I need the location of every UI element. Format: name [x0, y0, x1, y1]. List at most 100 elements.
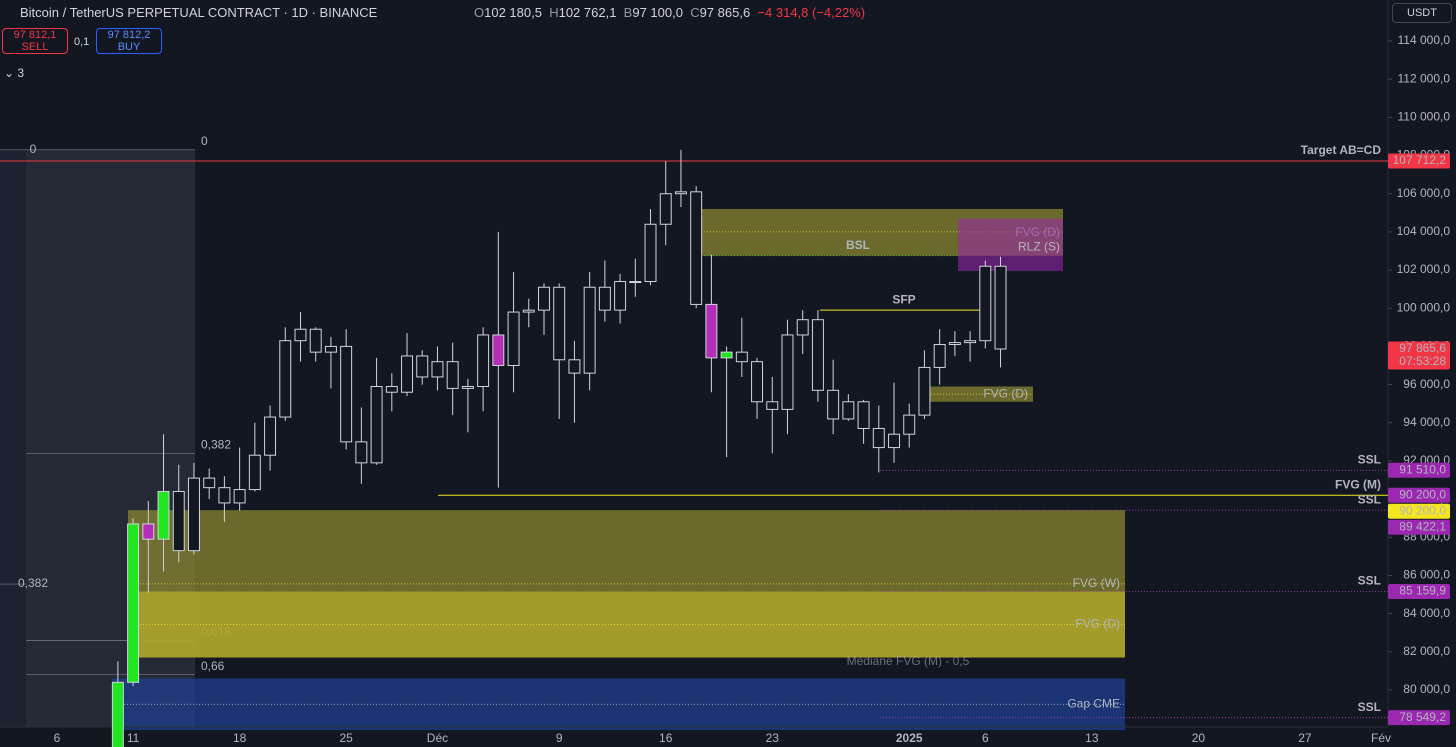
candle-body: [979, 265, 992, 342]
candle-body: [294, 328, 307, 342]
ohlc: O102 180,5 H102 762,1 B97 100,0 C97 865,…: [474, 5, 865, 20]
price-label: 89 422,1: [1399, 519, 1446, 533]
candle-body: [720, 351, 733, 359]
candle-body: [416, 355, 429, 378]
candle-body: [538, 286, 550, 311]
price-label: 78 549,2: [1399, 710, 1446, 724]
candle-body: [629, 281, 642, 284]
level-label: SSL: [1358, 492, 1381, 506]
candle-body: [279, 340, 292, 418]
spread: 0,1: [74, 36, 90, 48]
currency[interactable]: USDT: [1392, 3, 1452, 23]
c: 97 865,6: [699, 5, 751, 20]
y-tick-label: 86 000,0: [1403, 568, 1450, 582]
fib-label: 0,382: [201, 437, 231, 451]
candle-body: [842, 401, 855, 420]
price-label-bg: [1388, 583, 1450, 599]
candle-body: [340, 345, 353, 443]
indicators-count: 3: [17, 66, 25, 80]
level-label: FVG (M): [1335, 477, 1381, 491]
x-tick-label: 11: [127, 731, 140, 745]
y-tick-label: 104 000,0: [1397, 224, 1451, 238]
median-note: Médiane FVG (M) - 0,5: [847, 654, 970, 668]
fib-label: 0: [30, 142, 37, 156]
price-label: 85 159,9: [1399, 584, 1446, 598]
b-key: B: [623, 5, 633, 20]
symbol[interactable]: Bitcoin / TetherUS PERPETUAL CONTRACT · …: [20, 5, 378, 20]
price-label: 107 712,2: [1393, 153, 1447, 167]
candle-body: [492, 334, 505, 367]
sell-button[interactable]: 97 812,1 SELL: [2, 28, 68, 54]
x-tick-label: Déc: [427, 731, 448, 745]
candle-body: [507, 311, 520, 367]
x-tick-label: 25: [339, 731, 353, 745]
candle-body: [614, 281, 627, 311]
candle-body: [933, 344, 946, 368]
y-tick-label: 96 000,0: [1403, 377, 1450, 391]
x-tick-label: 16: [659, 731, 673, 745]
fib-label: 0,382: [18, 576, 48, 590]
y-tick-label: 112 000,0: [1398, 71, 1451, 85]
buy-button[interactable]: 97 812,2 BUY: [96, 28, 162, 54]
y-tick-label: 94 000,0: [1403, 415, 1450, 429]
candle-body: [994, 265, 1007, 350]
candle-body: [157, 490, 170, 540]
fib-label: 0,66: [201, 659, 225, 673]
level-label: SFP: [892, 292, 915, 306]
zone-label: Gap CME: [1067, 696, 1120, 710]
candle-body: [583, 286, 596, 374]
candle-body: [218, 487, 231, 504]
o: 102 180,5: [484, 5, 542, 20]
change: −4 314,8 (−4,22%): [757, 5, 866, 20]
h: 102 762,1: [558, 5, 617, 20]
y-tick-label: 80 000,0: [1403, 682, 1450, 696]
candle-body: [857, 401, 870, 429]
price-label-bg: [1388, 503, 1450, 519]
candle-body: [690, 191, 703, 305]
level-label: SSL: [1358, 700, 1381, 714]
candle-body: [766, 401, 779, 410]
candle-body: [355, 441, 368, 464]
candle-body: [903, 414, 916, 435]
candle-body: [888, 433, 900, 449]
candle-body: [477, 334, 490, 387]
candle-body: [644, 223, 657, 283]
candle-body: [264, 416, 277, 456]
candle-body: [781, 334, 794, 410]
y-tick-label: 102 000,0: [1397, 262, 1451, 276]
price-label-bg: [1388, 487, 1450, 503]
h-key: H: [549, 5, 559, 20]
candle-body: [553, 286, 566, 361]
y-tick-label: 84 000,0: [1403, 606, 1450, 620]
zone-label: FVG (W): [1073, 576, 1120, 590]
candle-body: [142, 523, 155, 540]
indicators-toggle[interactable]: ⌄ 3: [4, 66, 25, 80]
candle-body: [401, 355, 414, 393]
x-tick-label: Fév: [1371, 731, 1391, 745]
candle-body: [187, 477, 200, 552]
level-label: SSL: [1358, 452, 1381, 466]
candle-body: [735, 351, 748, 363]
candle-body: [248, 454, 261, 491]
zone-label: FVG (D): [1075, 617, 1120, 631]
y-tick-label: 82 000,0: [1403, 644, 1450, 658]
candle-body: [461, 385, 474, 389]
x-tick-label: 9: [556, 731, 563, 745]
level-label: SSL: [1358, 574, 1381, 588]
candle-body: [203, 477, 216, 489]
c-key: C: [690, 5, 700, 20]
candle-body: [948, 342, 961, 346]
candle-body: [811, 319, 824, 391]
y-tick-label: 100 000,0: [1397, 300, 1451, 314]
price-label-bg: [1388, 462, 1450, 478]
candle-body: [233, 489, 246, 504]
b: 97 100,0: [632, 5, 683, 20]
candle-body: [431, 361, 444, 378]
buy-price: 97 812,2: [107, 29, 151, 41]
candle-body: [918, 366, 931, 416]
candle-body: [522, 309, 535, 313]
price-label: 90 200,0: [1399, 503, 1446, 517]
zone-label: FVG (D): [983, 386, 1028, 400]
